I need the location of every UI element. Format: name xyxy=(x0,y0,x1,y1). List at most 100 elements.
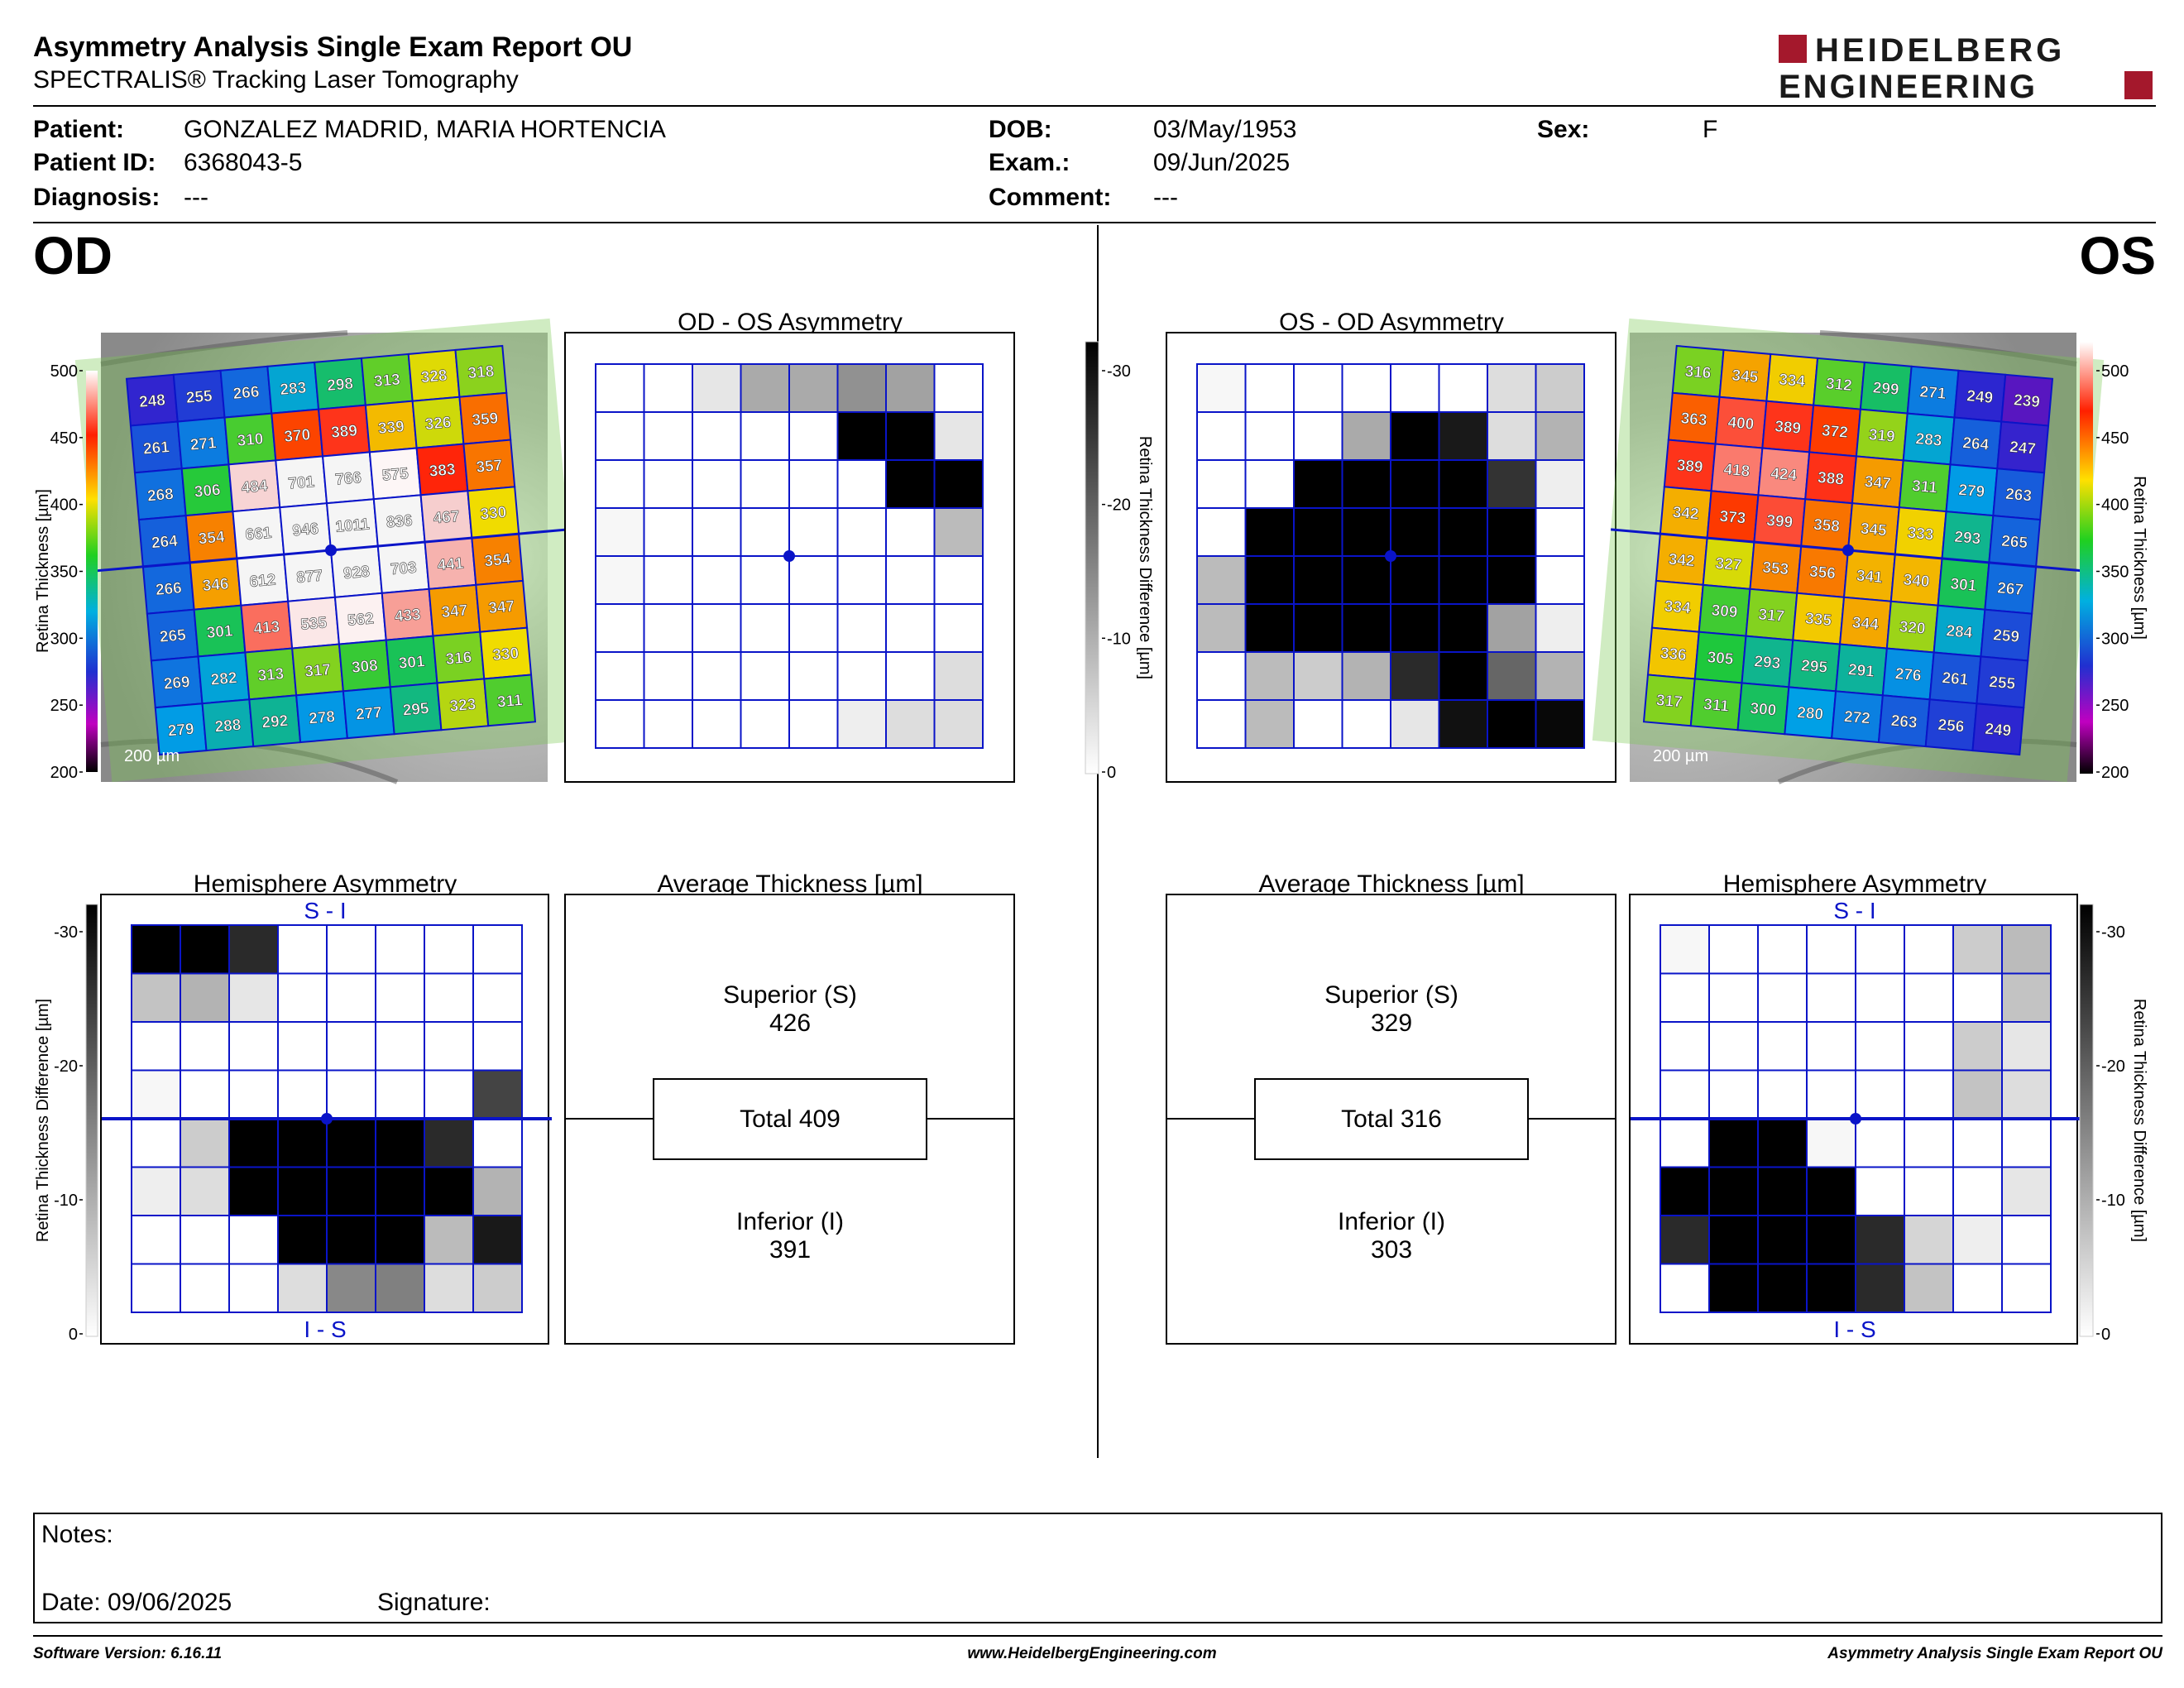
notes-box[interactable]: Notes: Date: 09/06/2025 Signature: xyxy=(33,1513,2162,1623)
os-hemi-cell-6-4 xyxy=(1855,1215,1905,1265)
os-map-value-1-0: 363 xyxy=(1680,410,1707,429)
os-hemi-tick-label-0: -30 xyxy=(2101,923,2125,942)
od-hemi-cell-5-1 xyxy=(180,1166,230,1216)
os-asym-cell-1-1 xyxy=(1244,411,1295,461)
od-asym-cell-5-4 xyxy=(788,603,839,653)
od-hemi-cell-5-4 xyxy=(326,1166,376,1216)
od-asym-cell-4-0 xyxy=(595,555,645,605)
os-asym-cell-1-5 xyxy=(1438,411,1488,461)
od-map-value-5-6: 347 xyxy=(441,602,468,621)
od-hemi-cell-1-4 xyxy=(326,972,376,1023)
os-asym-cell-2-3 xyxy=(1341,459,1391,509)
os-hemi-cell-5-4 xyxy=(1855,1166,1905,1216)
od-hemi-axis-title: Retina Thickness Difference [µm] xyxy=(34,999,52,1242)
os-asym-cell-5-4 xyxy=(1390,603,1440,653)
od-map-value-4-6: 441 xyxy=(437,555,465,575)
os-asym-cell-0-6 xyxy=(1487,363,1537,413)
od-asym-cell-2-6 xyxy=(885,459,936,509)
logo-line2: ENGINEERING xyxy=(1779,69,2038,103)
od-asym-cell-2-4 xyxy=(788,459,839,509)
footer-report-name: Asymmetry Analysis Single Exam Report OU xyxy=(1827,1645,2162,1662)
od-asym-cell-1-2 xyxy=(692,411,742,461)
od-map-value-5-4: 562 xyxy=(347,610,374,630)
os-hemi-cell-3-3 xyxy=(1806,1069,1856,1120)
os-hemi-diff-colorbar: -30 -20 -10 0 Retina Thickness Difference [… xyxy=(2079,904,2148,1344)
od-hemi-cell-5-2 xyxy=(228,1166,279,1216)
od-hemi-cell-4-5 xyxy=(375,1118,425,1168)
od-map-value-7-3: 278 xyxy=(308,708,335,728)
os-asymmetry-grid xyxy=(1196,363,1585,749)
od-map-value-2-2: 484 xyxy=(241,477,269,497)
od-map-value-1-5: 339 xyxy=(377,418,405,438)
od-hemi-title: Hemisphere Asymmetry xyxy=(194,870,457,898)
os-asym-cell-2-7 xyxy=(1535,459,1585,509)
os-hemi-cell-1-3 xyxy=(1806,972,1856,1023)
od-asym-cell-0-3 xyxy=(740,363,790,413)
os-asym-cell-7-7 xyxy=(1535,699,1585,749)
os-hemi-cell-5-6 xyxy=(1952,1166,2003,1216)
od-hemi-cell-3-7 xyxy=(472,1069,523,1120)
od-thick-tick-label-2: 400 xyxy=(50,496,78,515)
od-asym-cell-2-1 xyxy=(643,459,693,509)
os-asym-fovea-marker xyxy=(1385,550,1396,562)
od-asym-cell-6-1 xyxy=(643,651,693,701)
os-map-value-7-3: 280 xyxy=(1796,704,1823,724)
os-map-value-2-4: 347 xyxy=(1864,473,1891,493)
od-hemi-cell-6-7 xyxy=(472,1215,523,1265)
os-hemi-cell-6-5 xyxy=(1904,1215,1954,1265)
od-asym-cell-5-2 xyxy=(692,603,742,653)
center-diff-tick-label-2: -10 xyxy=(1107,630,1131,648)
os-hemi-title: Hemisphere Asymmetry xyxy=(1723,870,1986,898)
od-map-value-7-1: 288 xyxy=(214,717,242,736)
os-map-value-0-2: 334 xyxy=(1778,371,1806,391)
od-map-value-0-2: 266 xyxy=(232,383,260,403)
od-map-value-5-2: 413 xyxy=(253,618,280,638)
os-thickness-map: 316 345 334 312 299 271 249 239 363 400 389 372 319 2… xyxy=(1592,318,2105,783)
dob-value: 03/May/1953 xyxy=(1153,116,1297,143)
os-thick-tick-label-5: 250 xyxy=(2101,697,2129,715)
os-hemi-cell-7-7 xyxy=(2001,1263,2052,1313)
od-asym-cell-6-0 xyxy=(595,651,645,701)
od-hemi-cell-4-0 xyxy=(131,1118,181,1168)
os-thick-tick-label-0: 500 xyxy=(2101,362,2129,381)
os-asym-cell-3-0 xyxy=(1196,507,1247,557)
os-hemi-cell-2-3 xyxy=(1806,1021,1856,1072)
center-diff-tick-label-3: 0 xyxy=(1107,764,1116,782)
os-asym-cell-1-0 xyxy=(1196,411,1247,461)
os-hemi-cell-0-0 xyxy=(1660,924,1710,975)
os-hemi-cell-1-6 xyxy=(1952,972,2003,1023)
od-asym-cell-5-5 xyxy=(836,603,887,653)
od-map-value-7-7: 311 xyxy=(496,692,524,712)
os-hemi-cell-7-5 xyxy=(1904,1263,1954,1313)
os-map-value-3-7: 265 xyxy=(2000,533,2028,553)
od-thick-tick-label-4: 300 xyxy=(50,630,78,648)
patient-name: GONZALEZ MADRID, MARIA HORTENCIA xyxy=(184,116,666,143)
logo-red-block-top xyxy=(1779,35,1807,63)
od-asym-cell-4-4 xyxy=(788,555,839,605)
os-map-value-3-0: 342 xyxy=(1672,504,1699,524)
website-link[interactable]: www.HeidelbergEngineering.com xyxy=(967,1645,1217,1662)
od-hemi-cell-4-2 xyxy=(228,1118,279,1168)
patient-id-label: Patient ID: xyxy=(33,149,156,176)
os-hemi-cell-5-1 xyxy=(1708,1166,1759,1216)
os-hemi-cell-5-2 xyxy=(1757,1166,1808,1216)
od-map-value-2-7: 357 xyxy=(476,457,503,477)
od-map-value-4-2: 612 xyxy=(249,571,276,591)
od-hemi-cell-6-2 xyxy=(228,1215,279,1265)
os-map-value-2-1: 418 xyxy=(1723,461,1751,481)
od-hemi-cell-4-4 xyxy=(326,1118,376,1168)
od-map-value-7-6: 323 xyxy=(449,696,477,716)
od-hemi-cell-5-3 xyxy=(277,1166,328,1216)
od-hemi-cell-3-2 xyxy=(228,1069,279,1120)
os-hemi-cell-0-3 xyxy=(1806,924,1856,975)
os-asym-cell-7-3 xyxy=(1341,699,1391,749)
os-map-value-2-6: 279 xyxy=(1958,482,1985,501)
diagnosis-value: --- xyxy=(184,184,208,211)
center-diff-tick-label-1: -20 xyxy=(1107,496,1131,515)
od-asym-cell-6-3 xyxy=(740,651,790,701)
os-map-value-4-2: 353 xyxy=(1762,559,1789,579)
od-hemi-cell-6-3 xyxy=(277,1215,328,1265)
od-asym-cell-7-5 xyxy=(836,699,887,749)
os-hemi-cell-3-4 xyxy=(1855,1069,1905,1120)
